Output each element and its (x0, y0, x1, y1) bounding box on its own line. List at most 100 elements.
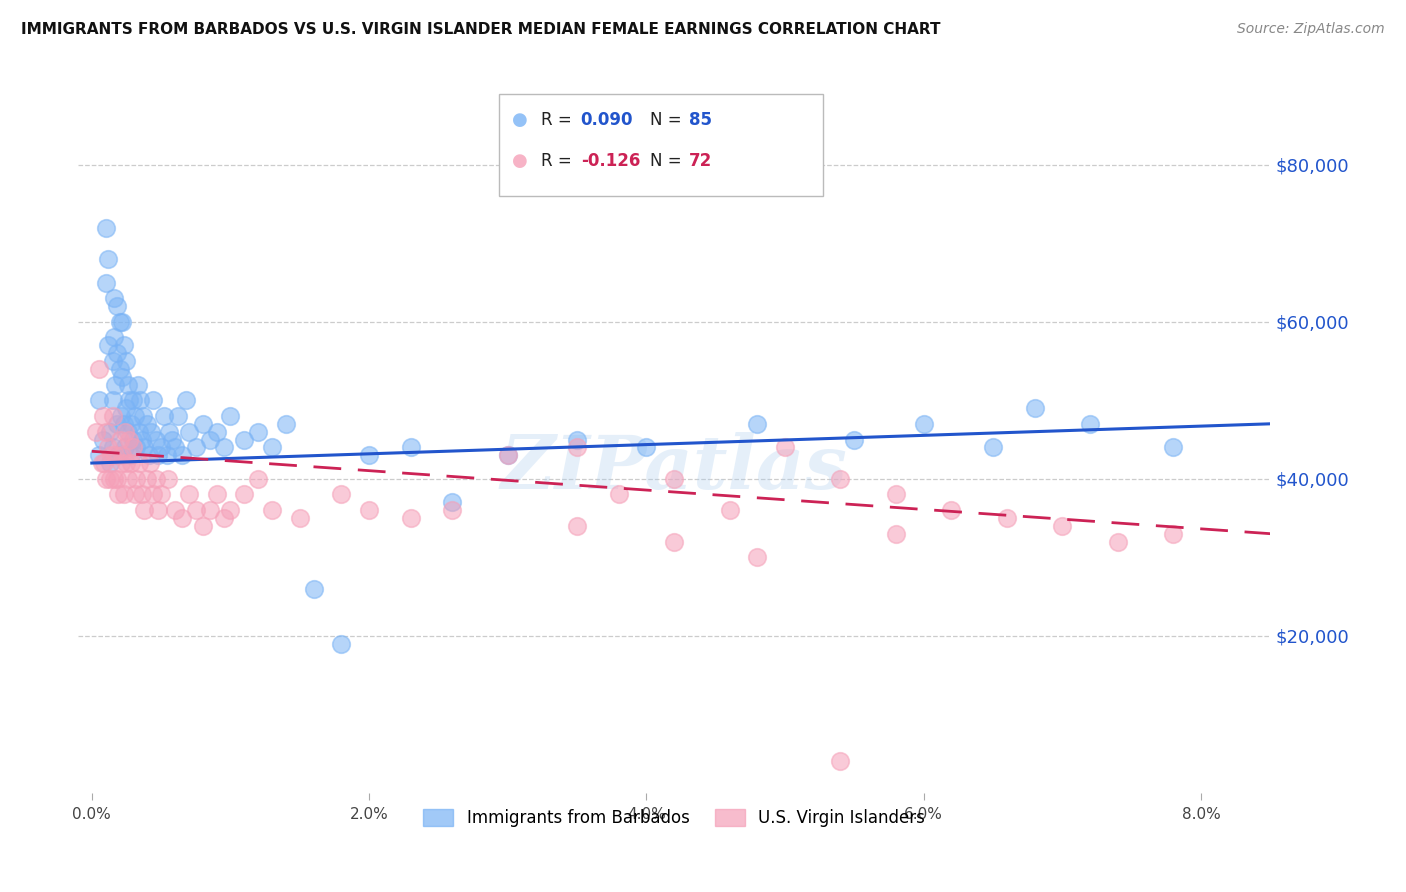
Point (128, 456, 150, 470)
Point (101, 441, 124, 455)
Point (148, 503, 170, 517)
Point (97, 338, 120, 352)
Point (1161, 441, 1184, 455)
Point (129, 393, 152, 408)
Point (97, 252, 120, 266)
Point (205, 487, 228, 501)
Point (117, 425, 139, 439)
Point (108, 315, 131, 329)
Point (94, 425, 117, 439)
Point (1161, 526, 1184, 541)
Text: 0.090: 0.090 (581, 112, 633, 129)
Point (662, 534, 685, 549)
Text: N =: N = (650, 112, 686, 129)
Text: 72: 72 (689, 152, 713, 169)
Point (118, 433, 141, 447)
Point (84, 425, 107, 439)
Point (87, 362, 110, 376)
Point (112, 338, 135, 352)
Point (117, 472, 139, 486)
Point (170, 448, 193, 462)
Point (662, 472, 685, 486)
Point (122, 393, 145, 408)
Text: IMMIGRANTS FROM BARBADOS VS U.S. VIRGIN ISLANDER MEDIAN FEMALE EARNINGS CORRELAT: IMMIGRANTS FROM BARBADOS VS U.S. VIRGIN … (21, 22, 941, 37)
Point (156, 448, 179, 462)
Point (1024, 401, 1046, 416)
Point (830, 754, 852, 768)
Point (111, 448, 134, 462)
Point (288, 511, 311, 525)
Text: R =: R = (541, 152, 578, 169)
Point (128, 425, 150, 439)
Point (132, 409, 155, 423)
Point (103, 472, 125, 486)
Point (136, 417, 159, 431)
Point (177, 425, 200, 439)
Point (773, 441, 796, 455)
Point (157, 472, 180, 486)
Point (198, 433, 221, 447)
Point (150, 441, 173, 455)
Point (115, 456, 138, 470)
Point (112, 417, 135, 431)
Point (103, 291, 125, 305)
Point (117, 377, 139, 392)
Point (302, 582, 325, 596)
Point (134, 503, 156, 517)
Point (884, 526, 907, 541)
Point (912, 417, 935, 431)
Point (91, 409, 114, 423)
Point (94, 220, 117, 235)
Point (219, 409, 242, 423)
Point (103, 330, 125, 344)
Point (142, 487, 165, 501)
Point (166, 409, 188, 423)
Point (219, 503, 242, 517)
Point (87, 448, 110, 462)
Point (107, 448, 129, 462)
Point (565, 433, 588, 447)
Point (98, 456, 121, 470)
Point (212, 441, 235, 455)
Point (131, 433, 153, 447)
Point (120, 448, 142, 462)
Text: Source: ZipAtlas.com: Source: ZipAtlas.com (1237, 22, 1385, 37)
Point (233, 433, 256, 447)
Point (124, 487, 146, 501)
Point (98, 472, 121, 486)
Point (247, 425, 270, 439)
Point (104, 448, 127, 462)
Point (110, 409, 132, 423)
Point (110, 456, 132, 470)
Point (330, 636, 353, 650)
Text: 85: 85 (689, 112, 711, 129)
Point (97, 441, 120, 455)
Point (148, 448, 170, 462)
Point (441, 503, 464, 517)
Point (330, 487, 353, 501)
Point (98, 425, 121, 439)
Point (844, 433, 866, 447)
Point (122, 441, 145, 455)
Text: ●: ● (512, 152, 529, 169)
Point (191, 417, 214, 431)
Point (91, 433, 114, 447)
Legend: Immigrants from Barbados, U.S. Virgin Islanders: Immigrants from Barbados, U.S. Virgin Is… (416, 802, 931, 834)
Point (274, 417, 297, 431)
Point (134, 441, 156, 455)
Point (111, 315, 134, 329)
Point (108, 433, 131, 447)
Point (145, 472, 167, 486)
Point (174, 393, 197, 408)
Point (125, 441, 148, 455)
Point (496, 448, 519, 462)
Point (163, 441, 186, 455)
Point (124, 409, 146, 423)
Point (127, 377, 149, 392)
Point (112, 487, 135, 501)
Point (198, 503, 221, 517)
Point (141, 425, 163, 439)
Point (399, 511, 422, 525)
Point (607, 487, 630, 501)
Point (1052, 518, 1074, 533)
